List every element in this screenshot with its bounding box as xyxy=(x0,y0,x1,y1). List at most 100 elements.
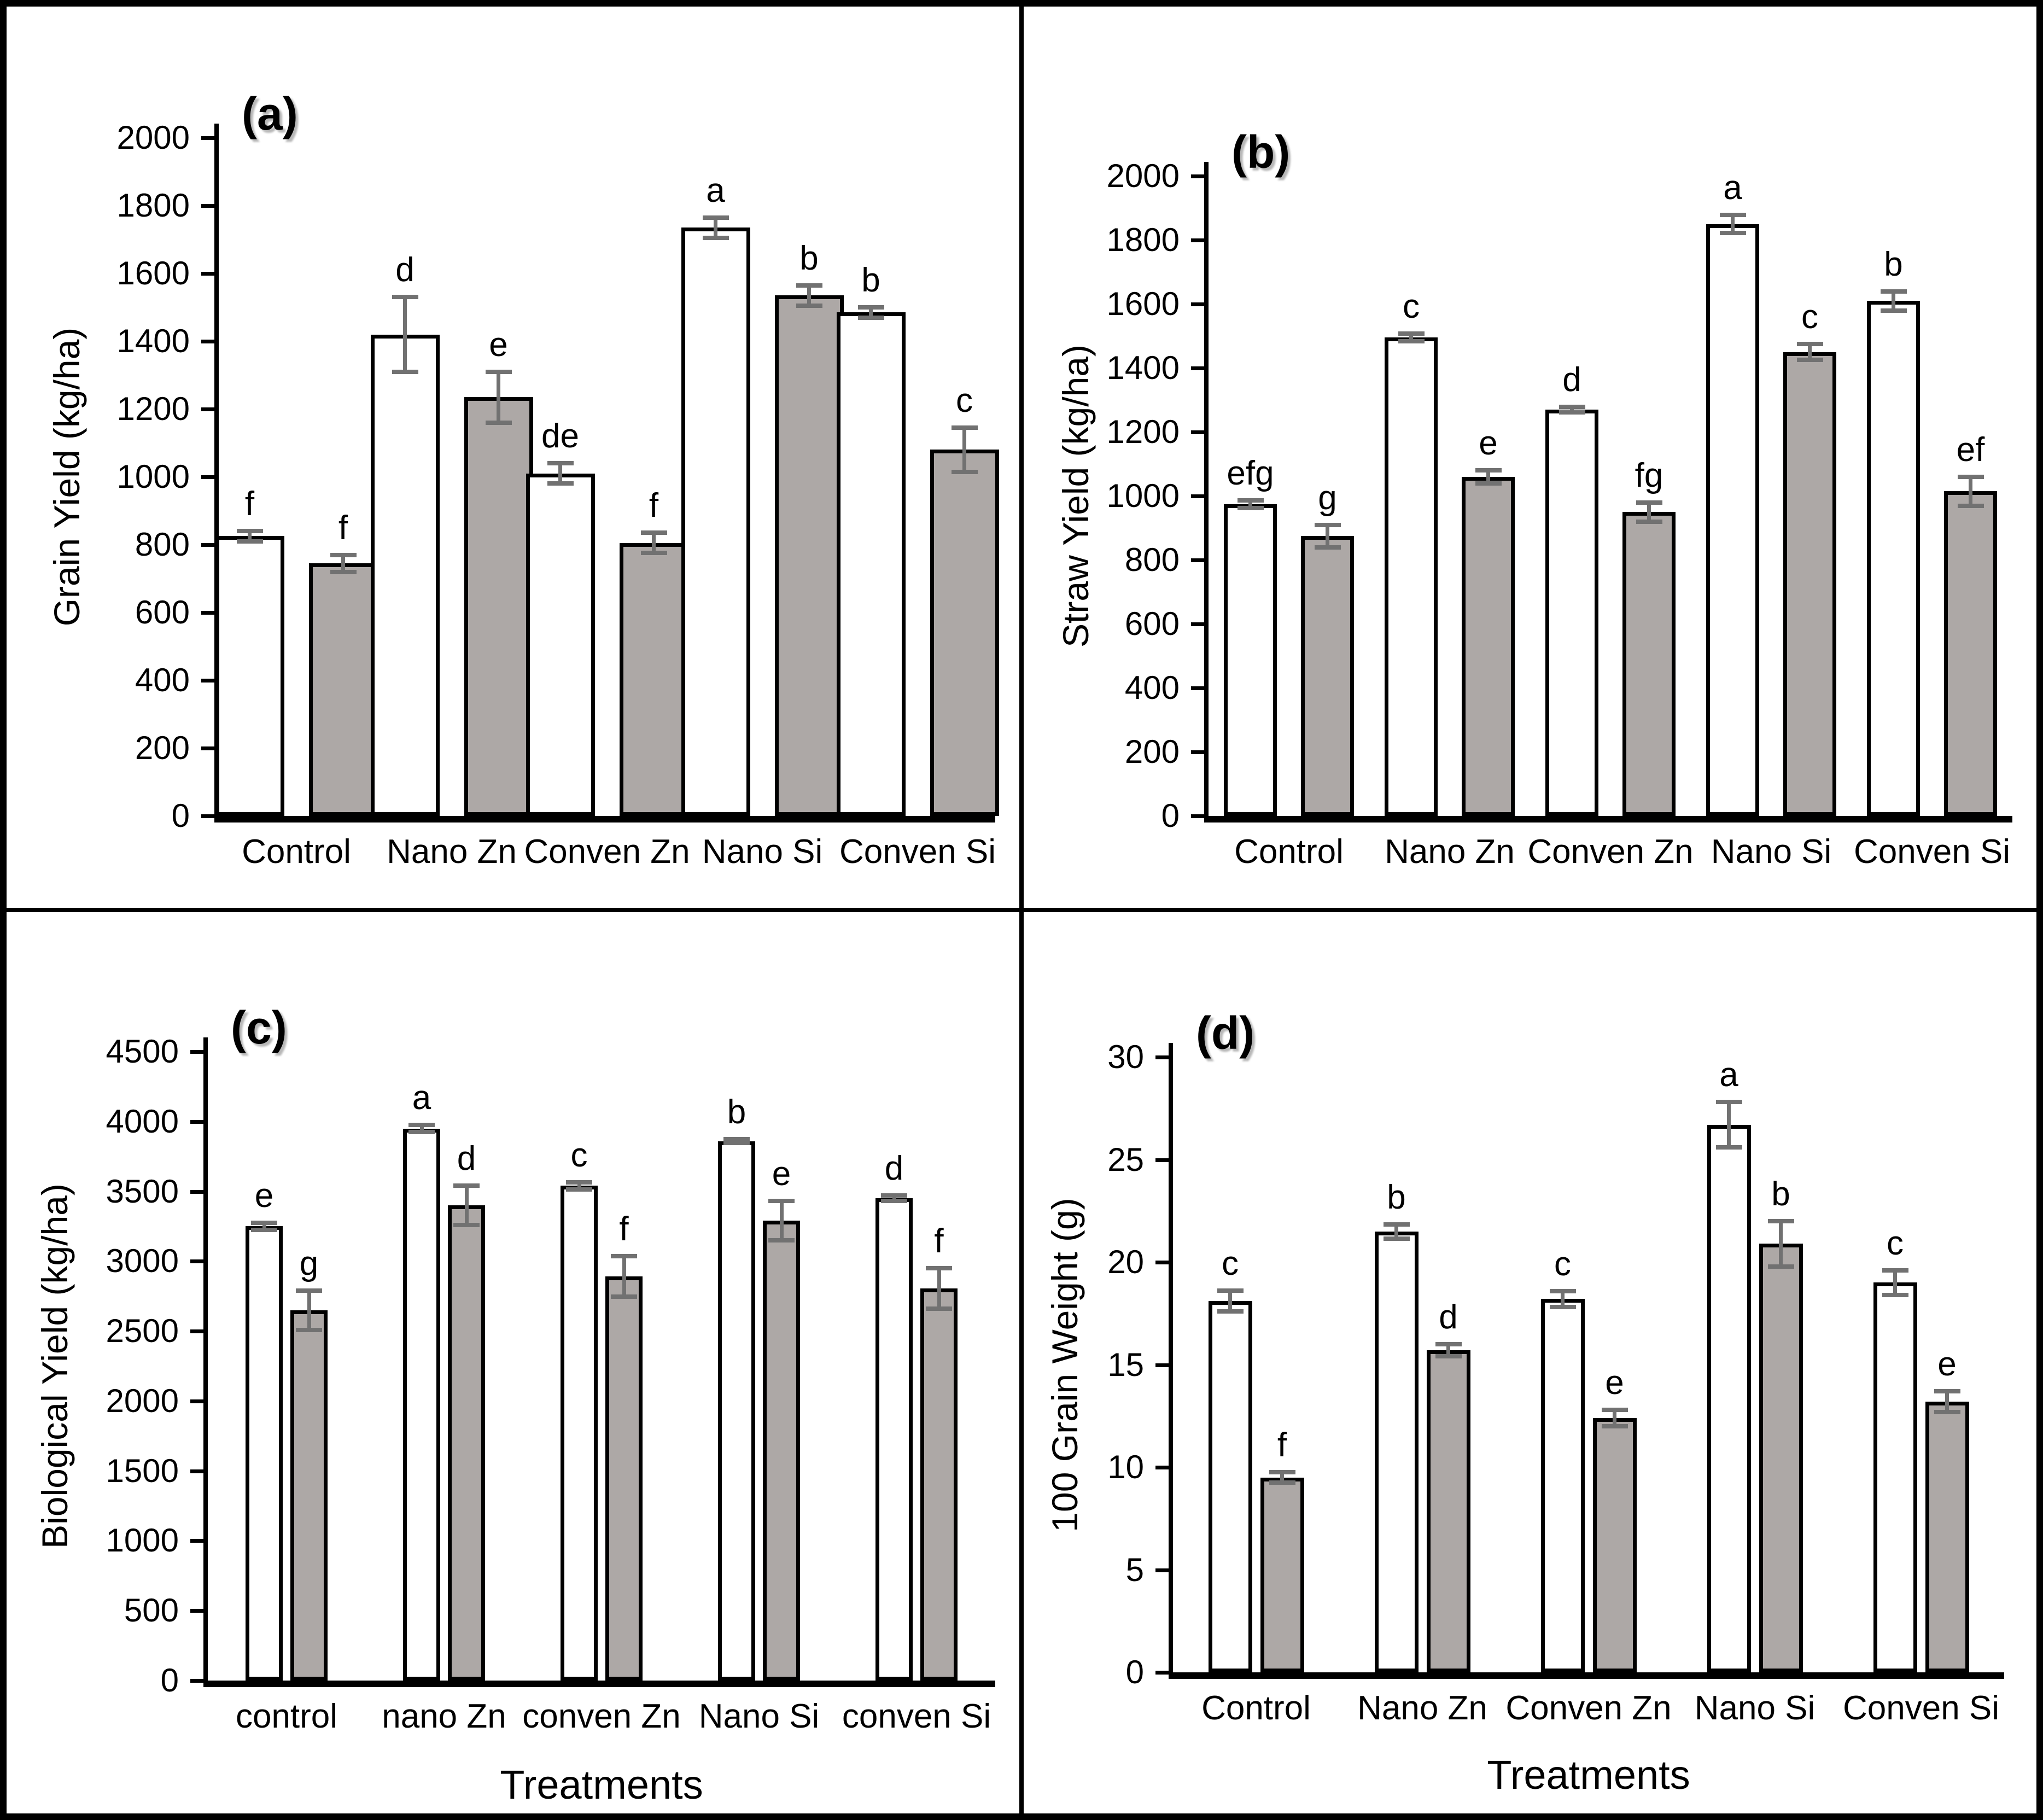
error-bar-cap xyxy=(1715,1145,1742,1150)
ytick-mark xyxy=(201,746,214,750)
error-bar xyxy=(1228,1291,1232,1311)
bar-open xyxy=(526,474,595,816)
bar-open xyxy=(1374,1232,1419,1672)
error-bar-cap xyxy=(408,1130,435,1134)
error-bar xyxy=(1893,1270,1897,1295)
error-bar-cap xyxy=(723,1137,750,1141)
panel-c-biological-yield: Biological Yield (kg/ha) (c) Treatments … xyxy=(7,912,1019,1813)
error-bar-cap xyxy=(1383,1236,1410,1241)
bar-shaded xyxy=(308,563,378,816)
ytick-label: 3000 xyxy=(106,1242,179,1280)
error-bar xyxy=(577,1182,581,1189)
error-bar-cap xyxy=(1882,1268,1908,1273)
error-bar xyxy=(1570,407,1574,412)
error-bar-cap xyxy=(566,1180,592,1185)
bar-shaded xyxy=(1260,1478,1304,1672)
ytick-mark xyxy=(201,814,214,818)
error-bar-cap xyxy=(1715,1100,1742,1104)
ytick-label: 1000 xyxy=(106,1522,179,1559)
bar-shaded xyxy=(1426,1350,1470,1672)
y-axis-spine xyxy=(1204,162,1209,176)
category-label: Conven Zn xyxy=(1527,833,1694,871)
ytick-label: 5 xyxy=(1125,1551,1144,1588)
category-label: Conven Zn xyxy=(524,833,690,871)
significance-letter: c xyxy=(570,1136,588,1174)
error-bar xyxy=(262,1223,266,1230)
error-bar xyxy=(962,428,966,472)
error-bar-cap xyxy=(1601,1424,1628,1428)
ytick-label: 0 xyxy=(160,1662,179,1699)
error-bar-cap xyxy=(1934,1389,1960,1393)
significance-letter: ef xyxy=(1956,431,1985,469)
ytick-label: 800 xyxy=(1124,541,1180,578)
ytick-mark xyxy=(1155,1568,1169,1572)
bar-open xyxy=(1867,301,1920,816)
error-bar xyxy=(807,285,811,306)
y-axis-spine xyxy=(203,1037,208,1052)
ytick-label: 1200 xyxy=(116,390,190,427)
ytick-mark xyxy=(1155,1261,1169,1264)
error-bar xyxy=(464,1186,469,1225)
error-bar-cap xyxy=(1934,1410,1960,1414)
error-bar-cap xyxy=(640,530,667,535)
significance-letter: f xyxy=(338,509,348,547)
error-bar xyxy=(248,531,252,541)
significance-letter: e xyxy=(1479,424,1498,462)
ytick-label: 0 xyxy=(171,797,190,834)
category-label: Nano Si xyxy=(702,833,823,871)
x-axis-title: Treatments xyxy=(500,1762,703,1807)
x-axis-title: Treatments xyxy=(1487,1752,1690,1798)
error-bar-cap xyxy=(1880,308,1907,313)
ytick-label: 200 xyxy=(135,730,190,766)
ytick-label: 0 xyxy=(1125,1654,1144,1690)
y-axis-spine xyxy=(214,124,219,138)
ytick-mark xyxy=(1191,302,1204,306)
error-bar xyxy=(652,533,656,553)
significance-letter: b xyxy=(727,1093,746,1131)
bar-shaded xyxy=(605,1276,643,1681)
error-bar xyxy=(1892,291,1895,311)
significance-letter: a xyxy=(1719,1056,1738,1094)
bar-open xyxy=(370,335,440,816)
significance-letter: c xyxy=(1403,288,1420,325)
ytick-mark xyxy=(1191,750,1204,754)
panel-a-grain-yield: Grain Yield (kg/ha) (a) 0 200 400 600 800 100… xyxy=(7,7,1019,908)
bar-open xyxy=(1540,1299,1585,1672)
bar-shaded xyxy=(1783,352,1836,816)
error-bar-cap xyxy=(1549,1305,1576,1309)
error-bar xyxy=(1969,477,1972,506)
ytick-mark xyxy=(1155,1671,1169,1675)
bar-shaded xyxy=(774,295,844,816)
bar-open xyxy=(1545,410,1598,816)
ytick-mark xyxy=(1191,238,1204,242)
error-bar-cap xyxy=(236,539,263,544)
category-label: Control xyxy=(242,833,351,871)
significance-letter: f xyxy=(1277,1426,1287,1464)
bar-shaded xyxy=(920,1288,958,1681)
error-bar-cap xyxy=(1398,331,1425,336)
ytick-label: 20 xyxy=(1107,1244,1144,1280)
error-bar-cap xyxy=(1636,520,1662,524)
significance-letter: f xyxy=(244,485,255,523)
bar-open xyxy=(875,1198,913,1681)
ytick-mark xyxy=(1191,686,1204,690)
error-bar-cap xyxy=(1269,1480,1295,1485)
bar-open xyxy=(1706,224,1759,816)
bar-open xyxy=(836,312,906,816)
category-label: conven Si xyxy=(842,1698,991,1735)
significance-letter: e xyxy=(772,1155,791,1193)
error-bar-cap xyxy=(702,215,729,220)
error-bar-cap xyxy=(251,1228,277,1232)
significance-letter: a xyxy=(412,1079,431,1117)
significance-letter: c xyxy=(1554,1245,1571,1283)
plot-area: (b) 0 200 400 600 800 1000 1200 1400 1600 1800 200… xyxy=(1107,126,2012,871)
error-bar-cap xyxy=(951,425,978,430)
bar-shaded xyxy=(448,1205,485,1681)
error-bar xyxy=(1486,471,1490,483)
plot-area: (a) 0 200 400 600 800 1000 1200 1400 1600 1800 200… xyxy=(117,88,999,871)
significance-letter: f xyxy=(934,1222,944,1260)
error-bar xyxy=(558,463,562,483)
ytick-mark xyxy=(1155,1466,1169,1469)
error-bar xyxy=(1280,1472,1284,1483)
